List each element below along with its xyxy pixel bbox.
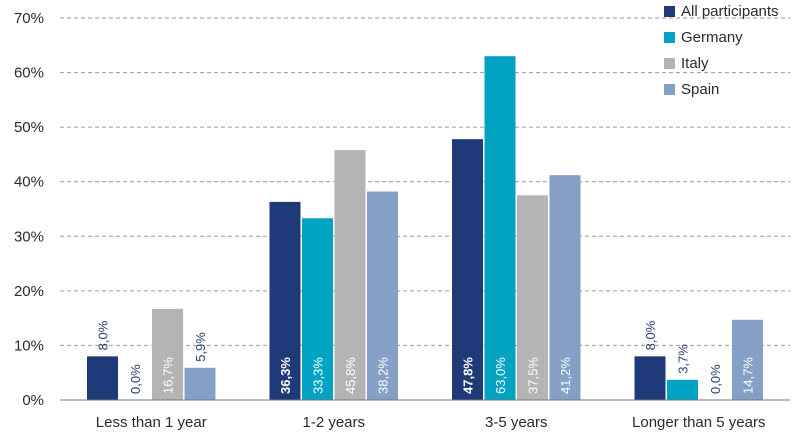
gridlines (60, 17, 790, 346)
data-label: 8,0% (96, 320, 111, 350)
x-category-label: Less than 1 year (96, 414, 207, 431)
data-label: 8,0% (643, 320, 658, 350)
data-label: 5,9% (193, 332, 208, 362)
y-tick-label: 40% (14, 174, 44, 191)
bar (732, 319, 763, 400)
x-category-label: 3-5 years (485, 414, 548, 431)
bar (302, 218, 333, 400)
x-category-label: 1-2 years (302, 414, 365, 431)
data-label: 37,5% (526, 357, 541, 394)
y-tick-label: 50% (14, 119, 44, 136)
bar (484, 56, 516, 400)
legend-label: All participants (681, 3, 779, 20)
data-label: 45,8% (343, 357, 358, 394)
data-label: 33,3% (311, 357, 326, 394)
data-label: 0,0% (708, 364, 723, 394)
data-label: 0,0% (128, 364, 143, 394)
bar (87, 356, 118, 400)
bar (367, 191, 398, 400)
legend-label: Spain (681, 81, 719, 98)
y-tick-label: 30% (14, 228, 44, 245)
legend-swatch (664, 84, 675, 95)
bar (334, 150, 366, 400)
y-tick-label: 0% (22, 392, 44, 409)
y-axis-ticks: 0% 10% 20% 30% 40% 50% 60% 70% (14, 10, 44, 409)
bar (452, 139, 483, 401)
data-label: 41,2% (558, 357, 573, 394)
data-labels: 8,0% 0,0% 16,7% 5,9% 36,3% 33,3% 45,8% 38,2% 47,… (96, 320, 756, 394)
data-label: 36,3% (278, 357, 293, 394)
y-tick-label: 20% (14, 283, 44, 300)
legend-swatch (664, 58, 675, 69)
bar (152, 308, 183, 400)
legend-label: Germany (681, 29, 743, 46)
bar (184, 367, 216, 400)
legend-label: Italy (681, 55, 709, 72)
x-category-label: Longer than 5 years (632, 414, 765, 431)
bars (87, 56, 763, 401)
data-label: 38,2% (376, 357, 391, 394)
data-label: 47,8% (461, 357, 476, 394)
bar (269, 201, 301, 400)
bar (517, 195, 548, 400)
y-tick-label: 70% (14, 10, 44, 27)
legend-swatch (664, 6, 675, 17)
data-label: 63,0% (493, 357, 508, 394)
data-label: 14,7% (741, 357, 756, 394)
legend: All participants Germany Italy Spain (664, 3, 779, 98)
bar (634, 356, 666, 400)
y-tick-label: 10% (14, 337, 44, 354)
x-axis-categories: Less than 1 year 1-2 years 3-5 years Longer… (96, 414, 766, 431)
bar (549, 175, 581, 400)
data-label: 16,7% (161, 357, 176, 394)
legend-swatch (664, 32, 675, 43)
bar (667, 379, 698, 400)
y-tick-label: 60% (14, 65, 44, 82)
data-label: 3,7% (676, 344, 691, 374)
